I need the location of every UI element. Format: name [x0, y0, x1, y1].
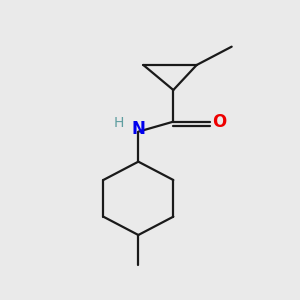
- Text: N: N: [131, 120, 145, 138]
- Text: H: H: [113, 116, 124, 130]
- Text: O: O: [212, 113, 226, 131]
